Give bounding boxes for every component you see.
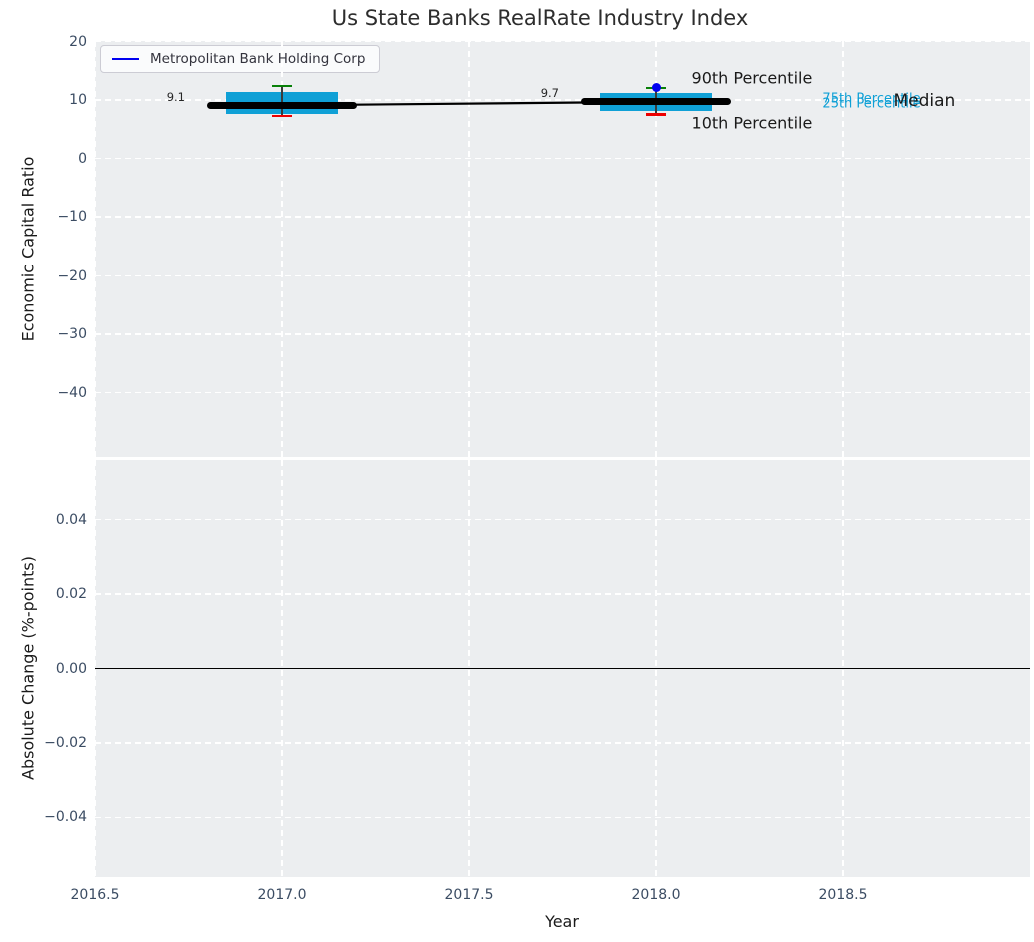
y-tick-label: −20 (35, 268, 87, 284)
y-tick-label: 0.04 (35, 512, 87, 528)
boxplot-median-segment (207, 102, 357, 109)
x-tick-label: 2017.0 (258, 887, 307, 903)
boxplot-10th-percentile-cap (272, 115, 293, 118)
gridline-horizontal (95, 158, 1030, 160)
gridline-horizontal (95, 333, 1030, 335)
gridline-horizontal (95, 817, 1030, 819)
boxplot-90th-percentile-cap (272, 85, 293, 88)
gridline-vertical (468, 41, 470, 457)
gridline-vertical (94, 41, 96, 457)
top-y-axis-label: Economic Capital Ratio (19, 157, 38, 342)
legend-box: Metropolitan Bank Holding Corp (100, 45, 380, 73)
annotation-90th-percentile: 90th Percentile (692, 68, 813, 87)
gridline-horizontal (95, 742, 1030, 744)
y-tick-label: 0.00 (35, 661, 87, 677)
median-value-label: 9.7 (499, 86, 559, 100)
annotation-median: Median (893, 91, 955, 111)
y-tick-label: −0.04 (35, 809, 87, 825)
y-tick-label: −0.02 (35, 735, 87, 751)
x-tick-label: 2018.5 (819, 887, 868, 903)
gridline-horizontal (95, 392, 1030, 394)
x-axis-label: Year (545, 912, 579, 931)
company-data-point (652, 83, 661, 92)
boxplot-median-segment (581, 98, 731, 105)
y-tick-label: 0 (35, 151, 87, 167)
x-tick-label: 2016.5 (71, 887, 120, 903)
chart-title: Us State Banks RealRate Industry Index (332, 6, 749, 30)
gridline-horizontal (95, 41, 1030, 43)
y-tick-label: −40 (35, 385, 87, 401)
annotation-10th-percentile: 10th Percentile (692, 113, 813, 132)
gridline-horizontal (95, 216, 1030, 218)
y-tick-label: 10 (35, 92, 87, 108)
chart-figure: Us State Banks RealRate Industry Index E… (0, 0, 1034, 942)
y-tick-label: 20 (35, 34, 87, 50)
gridline-horizontal (95, 519, 1030, 521)
x-tick-label: 2018.0 (632, 887, 681, 903)
boxplot-10th-percentile-cap (646, 113, 667, 116)
boxplot-whisker-line (281, 86, 282, 116)
legend-series-label: Metropolitan Bank Holding Corp (150, 51, 365, 67)
y-tick-label: 0.02 (35, 586, 87, 602)
y-tick-label: −30 (35, 326, 87, 342)
gridline-horizontal (95, 593, 1030, 595)
median-value-label: 9.1 (125, 90, 185, 104)
legend-line-swatch (112, 58, 139, 61)
y-tick-label: −10 (35, 209, 87, 225)
x-tick-label: 2017.5 (445, 887, 494, 903)
zero-line (95, 668, 1030, 670)
gridline-horizontal (95, 275, 1030, 277)
